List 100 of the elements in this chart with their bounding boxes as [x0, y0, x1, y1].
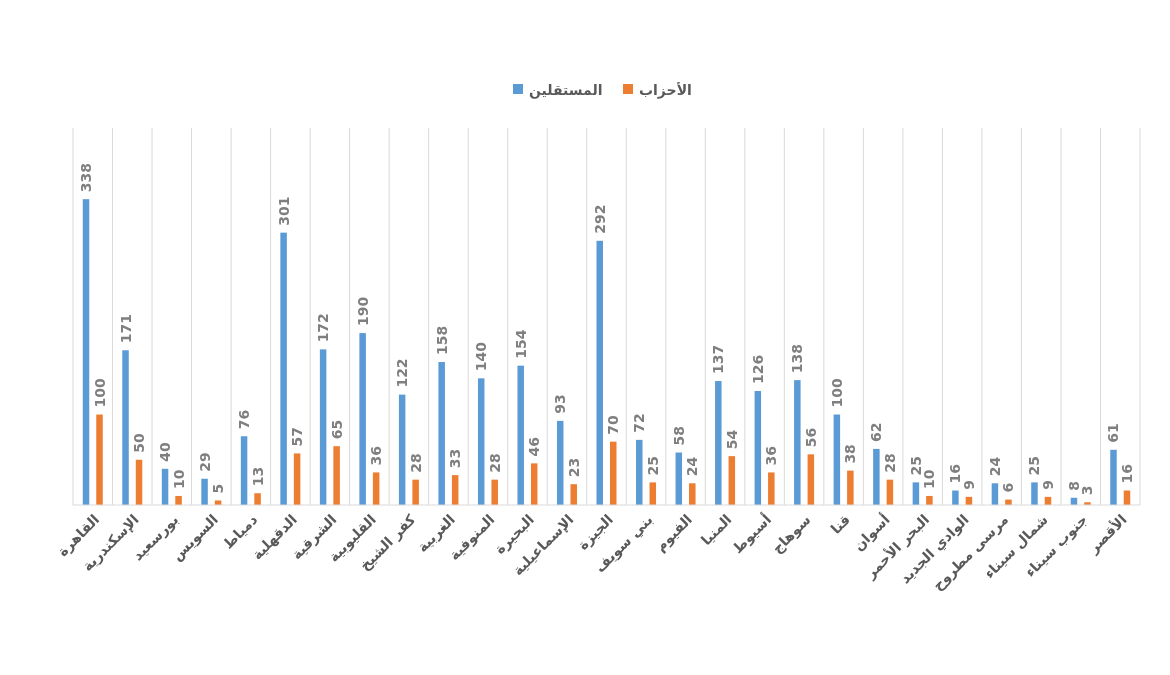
data-label: 9 [1039, 480, 1056, 490]
data-label: 138 [789, 343, 806, 374]
bar [412, 479, 419, 505]
data-label: 33 [447, 448, 464, 469]
data-label: 93 [552, 394, 569, 414]
data-label: 24 [684, 456, 701, 477]
x-tick-label: قنا [827, 511, 854, 537]
bar [135, 459, 143, 505]
bar [398, 394, 406, 505]
bar [175, 495, 182, 505]
data-label: 23 [565, 457, 582, 478]
bar [570, 484, 577, 505]
bar [926, 495, 933, 505]
data-label: 54 [723, 429, 740, 450]
bar [689, 483, 696, 505]
data-label: 172 [315, 313, 332, 343]
bar [754, 390, 762, 505]
bar [873, 448, 880, 505]
legend-label: المستقلين [529, 81, 603, 99]
bar [201, 478, 208, 505]
data-label: 122 [394, 358, 411, 388]
data-label: 13 [249, 466, 266, 487]
bar [636, 439, 643, 505]
bar [596, 240, 603, 505]
data-label: 65 [328, 419, 345, 440]
bar [794, 380, 801, 505]
data-label: 57 [289, 426, 306, 447]
data-label: 25 [644, 455, 661, 476]
data-label: 171 [117, 314, 134, 344]
bar [122, 350, 129, 505]
bar [847, 470, 854, 505]
data-label: 38 [842, 444, 859, 464]
data-label: 36 [763, 445, 780, 466]
bar [491, 479, 498, 505]
data-label: 301 [275, 196, 292, 226]
bar [912, 482, 920, 505]
bar [530, 463, 538, 505]
data-label: 25 [907, 455, 924, 476]
bar [675, 452, 683, 505]
bar [240, 436, 248, 505]
data-label: 28 [407, 453, 424, 473]
data-label: 140 [473, 341, 490, 372]
data-label: 10 [921, 469, 938, 489]
bar [1110, 449, 1117, 505]
data-label: 29 [196, 452, 213, 472]
data-label: 137 [710, 344, 727, 375]
data-label: 6 [1000, 482, 1017, 493]
data-label: 25 [1026, 455, 1043, 476]
data-label: 61 [1105, 423, 1122, 443]
bar [556, 420, 564, 505]
data-label: 58 [670, 426, 687, 446]
data-label: 158 [433, 325, 450, 356]
bar [477, 378, 485, 505]
bar [96, 414, 103, 505]
bar [359, 333, 366, 505]
data-label: 50 [131, 433, 148, 453]
bar [833, 414, 841, 505]
data-label: 100 [828, 378, 845, 408]
data-label: 3 [1079, 485, 1096, 496]
data-label: 28 [881, 453, 898, 473]
data-label: 154 [512, 329, 529, 359]
bar [728, 456, 736, 505]
data-label: 70 [605, 414, 622, 435]
bar [768, 472, 775, 505]
bar [517, 365, 524, 505]
bar [1031, 482, 1038, 505]
data-label: 28 [486, 453, 503, 473]
data-label: 62 [868, 422, 885, 442]
data-label: 100 [91, 378, 108, 408]
data-label: 190 [354, 296, 371, 327]
x-tick-label: الفيوم [652, 511, 696, 556]
data-label: 126 [749, 354, 766, 384]
bar [451, 475, 459, 505]
legend-label: الأحزاب [639, 81, 692, 99]
data-label: 72 [631, 413, 648, 433]
bar [82, 199, 90, 505]
data-label: 10 [170, 469, 187, 489]
bar [372, 472, 380, 505]
data-label: 76 [236, 409, 253, 430]
bar [319, 349, 327, 505]
bar [293, 453, 301, 505]
data-label: 5 [210, 483, 227, 494]
bar [438, 362, 445, 505]
bar [952, 490, 959, 505]
bar [610, 441, 617, 505]
data-label: 16 [1118, 464, 1135, 484]
data-label: 8 [1065, 481, 1082, 491]
bar [254, 493, 261, 505]
x-tick-label: دمياط [219, 511, 261, 552]
data-label: 292 [591, 204, 608, 234]
bar [715, 381, 722, 505]
bar [333, 446, 340, 505]
data-label: 40 [157, 442, 174, 462]
bar [807, 454, 815, 505]
data-label: 36 [368, 445, 385, 466]
bar [280, 232, 287, 505]
data-label: 338 [78, 162, 95, 193]
data-label: 56 [802, 427, 819, 448]
data-label: 24 [986, 456, 1003, 477]
bar [649, 482, 657, 505]
